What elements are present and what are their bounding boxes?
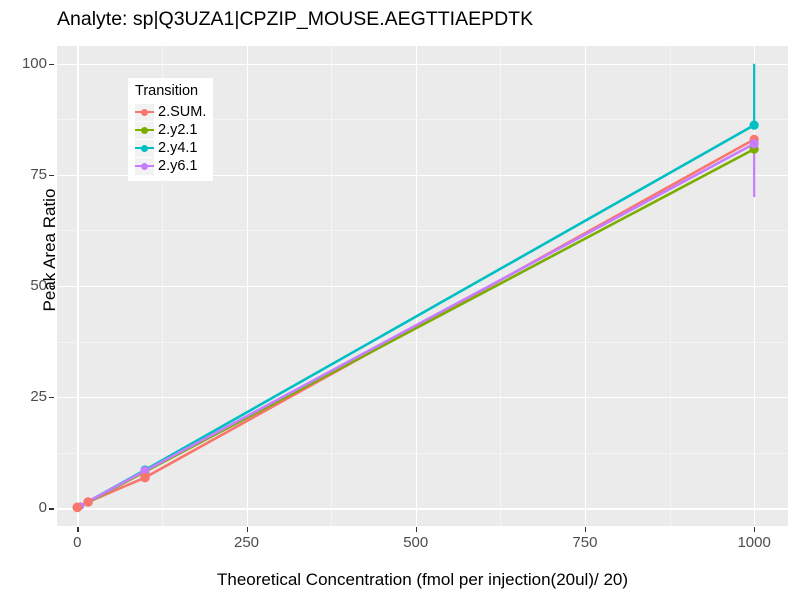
- grid-minor-horizontal: [57, 452, 788, 454]
- legend-item-label: 2.y4.1: [158, 140, 198, 156]
- x-tick-label: 0: [73, 534, 82, 551]
- x-tick-label: 250: [234, 534, 260, 551]
- grid-major-horizontal: [57, 174, 788, 177]
- plot-panel: [57, 46, 788, 526]
- x-tick-label: 1000: [737, 534, 771, 551]
- data-point: [749, 120, 759, 130]
- legend: Transition 2.SUM. 2.y2.1 2.y4.1 2.y6.1: [128, 78, 214, 181]
- legend-item-label: 2.y2.1: [158, 122, 198, 138]
- y-tick-label: 0: [38, 499, 47, 517]
- grid-major-horizontal: [57, 397, 788, 399]
- legend-item-2-y2-1[interactable]: 2.y2.1: [135, 121, 206, 139]
- grid-minor-horizontal: [57, 230, 788, 232]
- series-line: [76, 142, 756, 509]
- legend-items: 2.SUM. 2.y2.1 2.y4.1 2.y6.1: [135, 103, 206, 175]
- data-point: [140, 472, 150, 483]
- data-point: [749, 139, 759, 149]
- y-axis-ticks: 0 25 50 75 100: [5, 0, 47, 600]
- legend-key-icon: [135, 103, 154, 121]
- legend-key-icon: [135, 157, 154, 175]
- y-tick-label: 25: [30, 388, 47, 406]
- y-tick-label: 75: [30, 165, 47, 183]
- y-tick-mark: [49, 174, 54, 177]
- legend-title: Transition: [135, 83, 199, 99]
- y-tick-label: 50: [30, 277, 47, 294]
- y-tick-mark: [49, 508, 54, 510]
- data-point: [72, 502, 83, 513]
- series-line: [76, 123, 756, 509]
- y-axis-title: Peak Area Ratio: [40, 188, 59, 312]
- x-tick-mark: [584, 527, 587, 532]
- data-point: [140, 466, 150, 476]
- page-title: Analyte: sp|Q3UZA1|CPZIP_MOUSE.AEGTTIAEP…: [57, 8, 534, 30]
- y-tick-label: 100: [21, 54, 47, 72]
- grid-major-horizontal: [57, 63, 788, 66]
- x-tick-label: 500: [403, 534, 429, 551]
- legend-item-2-y6-1[interactable]: 2.y6.1: [135, 157, 206, 175]
- chart-data-layer: [72, 63, 759, 513]
- legend-item-2-y4-1[interactable]: 2.y4.1: [135, 139, 206, 157]
- legend-item-2-sum-[interactable]: 2.SUM.: [135, 103, 206, 121]
- grid-major-horizontal: [57, 286, 788, 288]
- y-tick-mark: [49, 63, 54, 66]
- y-tick-mark: [49, 397, 54, 399]
- x-tick-mark: [754, 527, 756, 532]
- data-point: [83, 497, 93, 507]
- legend-item-label: 2.y6.1: [158, 158, 198, 174]
- x-tick-mark: [246, 527, 248, 532]
- x-tick-label: 750: [572, 534, 598, 551]
- y-tick-mark: [49, 286, 54, 288]
- x-tick-mark: [77, 527, 79, 532]
- grid-minor-horizontal: [57, 119, 788, 121]
- legend-key-icon: [135, 139, 154, 157]
- y-axis-title-wrap: Peak Area Ratio: [0, 0, 59, 600]
- grid-major-horizontal: [57, 508, 788, 510]
- legend-key-icon: [135, 121, 154, 139]
- legend-item-label: 2.SUM.: [158, 104, 207, 120]
- grid-minor-horizontal: [57, 341, 788, 343]
- x-axis-title: Theoretical Concentration (fmol per inje…: [216, 570, 629, 589]
- x-tick-mark: [415, 527, 418, 532]
